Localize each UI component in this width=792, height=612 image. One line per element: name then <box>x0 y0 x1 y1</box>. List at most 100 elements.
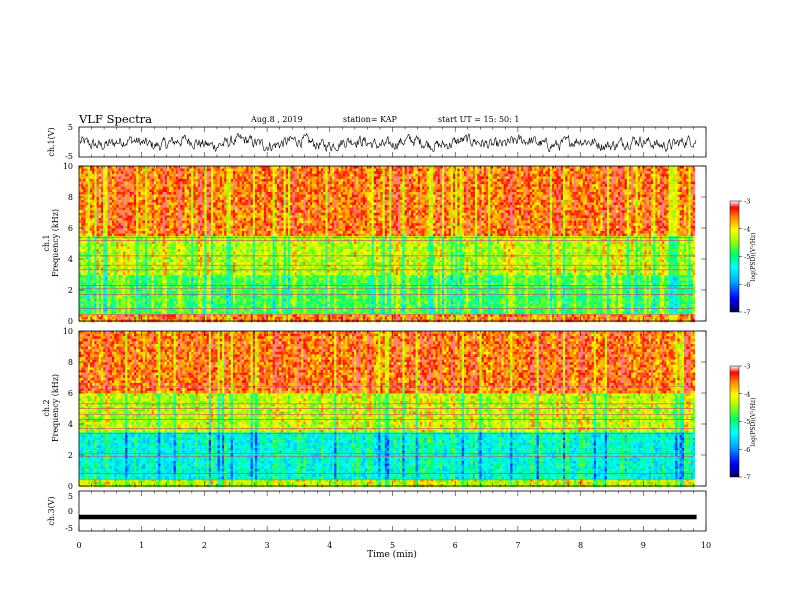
spectrogram-cell <box>413 171 415 174</box>
spectrogram-cell <box>86 169 88 172</box>
spectrogram-cell <box>530 174 532 177</box>
spectrogram-cell <box>339 166 341 169</box>
spectrogram-cell <box>488 171 490 174</box>
spectrogram-cell <box>169 174 171 177</box>
spectrogram-cell <box>389 169 391 172</box>
spectrogram-cell <box>691 174 693 177</box>
spectrogram-cell <box>264 171 266 174</box>
spectrogram-cell <box>411 166 413 169</box>
spectrogram-cell <box>149 171 151 174</box>
spectrogram-cell <box>462 174 464 177</box>
spectrogram-cell <box>440 174 442 177</box>
spectrogram-cell <box>136 174 138 177</box>
spectrogram-cell <box>290 176 292 179</box>
spectrogram-cell <box>609 169 611 172</box>
spectrogram-cell <box>303 169 305 172</box>
spectrogram-cell <box>653 174 655 177</box>
spectrogram-cell <box>528 171 530 174</box>
spectrogram-cell <box>105 174 107 177</box>
spectrogram-cell <box>394 174 396 177</box>
spectrogram-cell <box>607 169 609 172</box>
spectrogram-cell <box>671 169 673 172</box>
spectrogram-cell <box>145 176 147 179</box>
spectrogram-cell <box>378 169 380 172</box>
spectrogram-cell <box>251 176 253 179</box>
spectrogram-cell <box>350 166 352 169</box>
spectrogram-cell <box>680 171 682 174</box>
spectrogram-cell <box>275 166 277 169</box>
spectrogram-cell <box>431 166 433 169</box>
spectrogram-cell <box>158 171 160 174</box>
spectrogram-cell <box>413 166 415 169</box>
spectrogram-cell <box>138 176 140 179</box>
spectrogram-cell <box>290 169 292 172</box>
spectrogram-cell <box>693 169 695 172</box>
spectrogram-cell <box>209 176 211 179</box>
spectrogram-cell <box>270 171 272 174</box>
spectrogram-cell <box>442 171 444 174</box>
spectrogram-cell <box>451 166 453 169</box>
spectrogram-cell <box>242 176 244 179</box>
spectrogram-cell <box>266 176 268 179</box>
spectrogram-cell <box>677 174 679 177</box>
spectrogram-cell <box>145 166 147 169</box>
spectrogram-cell <box>561 166 563 169</box>
spectrogram-cell <box>332 171 334 174</box>
spectrogram-cell <box>273 176 275 179</box>
spectrogram-cell <box>110 176 112 179</box>
spectrogram-cell <box>611 171 613 174</box>
spectrogram-cell <box>418 174 420 177</box>
spectrogram-cell <box>651 174 653 177</box>
spectrogram-cell <box>528 174 530 177</box>
spectrogram-cell <box>570 171 572 174</box>
spectrogram-cell <box>154 174 156 177</box>
spectrogram-cell <box>475 174 477 177</box>
spectrogram-cell <box>297 166 299 169</box>
spectrogram-cell <box>394 169 396 172</box>
spectrogram-cell <box>187 171 189 174</box>
spectrogram-cell <box>114 166 116 169</box>
spectrogram-cell <box>680 174 682 177</box>
spectrogram-cell <box>341 174 343 177</box>
spectrogram-cell <box>306 171 308 174</box>
spectrogram-cell <box>301 169 303 172</box>
spectrogram-cell <box>526 166 528 169</box>
spectrogram-cell <box>171 166 173 169</box>
spectrogram-cell <box>156 166 158 169</box>
spectrogram-cell <box>363 166 365 169</box>
spectrogram-cell <box>620 169 622 172</box>
spectrogram-cell <box>105 176 107 179</box>
spectrogram-cell <box>200 176 202 179</box>
spectrogram-cell <box>114 171 116 174</box>
spectrogram-cell <box>125 169 127 172</box>
spectrogram-cell <box>286 166 288 169</box>
spectrogram-cell <box>389 166 391 169</box>
spectrogram-cell <box>587 169 589 172</box>
spectrogram-cell <box>193 174 195 177</box>
spectrogram-cell <box>354 171 356 174</box>
spectrogram-cell <box>251 174 253 177</box>
spectrogram-cell <box>119 169 121 172</box>
spectrogram-cell <box>202 174 204 177</box>
spectrogram-cell <box>182 169 184 172</box>
spectrogram-cell <box>292 174 294 177</box>
spectrogram-cell <box>200 174 202 177</box>
spectrogram-cell <box>323 174 325 177</box>
spectrogram-cell <box>409 171 411 174</box>
spectrogram-cell <box>319 169 321 172</box>
spectrogram-cell <box>121 166 123 169</box>
spectrogram-cell <box>154 169 156 172</box>
spectrogram-cell <box>193 171 195 174</box>
spectrogram-cell <box>174 174 176 177</box>
spectrogram-cell <box>255 166 257 169</box>
spectrogram-cell <box>438 169 440 172</box>
spectrogram-cell <box>438 171 440 174</box>
spectrogram-cell <box>583 174 585 177</box>
station-label: station= KAP <box>343 115 398 124</box>
spectrogram-cell <box>526 169 528 172</box>
spectrogram-cell <box>453 171 455 174</box>
spectrogram-cell <box>462 171 464 174</box>
spectrogram-cell <box>114 176 116 179</box>
spectrogram-cell <box>336 171 338 174</box>
spectrogram-cell <box>422 174 424 177</box>
